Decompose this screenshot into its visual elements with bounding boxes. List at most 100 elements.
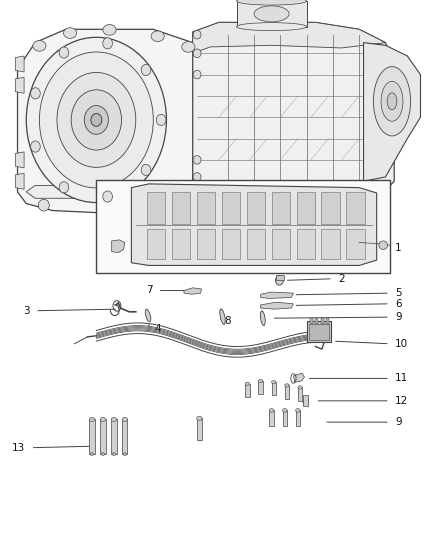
- Ellipse shape: [296, 408, 300, 413]
- Ellipse shape: [285, 384, 289, 387]
- Bar: [100, 419, 106, 454]
- Polygon shape: [293, 373, 304, 382]
- Text: 13: 13: [12, 443, 25, 453]
- Bar: [326, 318, 329, 324]
- Ellipse shape: [276, 276, 283, 285]
- Polygon shape: [261, 292, 293, 298]
- Ellipse shape: [245, 382, 250, 385]
- Ellipse shape: [100, 417, 106, 422]
- Text: 9: 9: [395, 417, 402, 427]
- Text: 6: 6: [395, 299, 402, 309]
- Polygon shape: [18, 29, 210, 214]
- Ellipse shape: [283, 408, 287, 413]
- Polygon shape: [15, 173, 24, 189]
- Text: 3: 3: [23, 306, 30, 316]
- Ellipse shape: [303, 398, 308, 403]
- Bar: [285, 385, 289, 399]
- Bar: [283, 410, 287, 426]
- Polygon shape: [15, 77, 24, 93]
- Ellipse shape: [39, 52, 153, 188]
- Text: 12: 12: [395, 396, 408, 406]
- Bar: [296, 410, 300, 426]
- Ellipse shape: [237, 23, 307, 31]
- Text: 11: 11: [395, 374, 408, 383]
- Polygon shape: [364, 43, 420, 181]
- Bar: [247, 229, 265, 259]
- Text: 8: 8: [224, 317, 231, 326]
- Bar: [111, 419, 117, 454]
- Ellipse shape: [387, 93, 397, 110]
- Bar: [346, 229, 365, 259]
- Polygon shape: [193, 22, 385, 53]
- Polygon shape: [26, 185, 193, 198]
- Polygon shape: [112, 240, 125, 253]
- Polygon shape: [131, 184, 377, 265]
- Bar: [297, 192, 315, 224]
- Bar: [303, 395, 308, 406]
- Polygon shape: [193, 22, 394, 213]
- Ellipse shape: [373, 67, 411, 136]
- Ellipse shape: [148, 199, 159, 211]
- Ellipse shape: [254, 6, 289, 22]
- Bar: [147, 229, 165, 259]
- Ellipse shape: [182, 42, 195, 52]
- Ellipse shape: [193, 30, 201, 39]
- Text: 10: 10: [395, 339, 408, 349]
- Ellipse shape: [151, 31, 164, 42]
- Ellipse shape: [39, 199, 49, 211]
- Text: 7: 7: [146, 286, 152, 295]
- Bar: [222, 192, 240, 224]
- Ellipse shape: [90, 453, 94, 455]
- Ellipse shape: [57, 72, 136, 167]
- Ellipse shape: [123, 453, 127, 455]
- Polygon shape: [261, 302, 293, 309]
- Bar: [309, 324, 328, 340]
- Bar: [276, 275, 284, 280]
- Bar: [122, 419, 127, 454]
- Bar: [172, 229, 190, 259]
- Bar: [272, 229, 290, 259]
- Ellipse shape: [141, 64, 151, 76]
- Bar: [258, 381, 263, 394]
- Ellipse shape: [381, 81, 403, 122]
- Bar: [272, 192, 290, 224]
- Bar: [222, 229, 240, 259]
- Ellipse shape: [379, 241, 388, 249]
- Ellipse shape: [193, 156, 201, 164]
- Ellipse shape: [193, 173, 201, 181]
- Bar: [272, 382, 276, 395]
- Ellipse shape: [261, 311, 265, 326]
- Text: 4: 4: [154, 325, 161, 334]
- Bar: [172, 192, 190, 224]
- Ellipse shape: [71, 90, 121, 150]
- Ellipse shape: [193, 190, 201, 199]
- Bar: [321, 318, 324, 324]
- Ellipse shape: [193, 49, 201, 58]
- Text: 9: 9: [395, 312, 402, 322]
- Text: 1: 1: [395, 243, 402, 253]
- Polygon shape: [15, 56, 24, 72]
- Bar: [297, 229, 315, 259]
- Bar: [315, 318, 318, 324]
- Ellipse shape: [220, 309, 225, 325]
- Bar: [269, 410, 274, 426]
- Ellipse shape: [193, 70, 201, 79]
- Ellipse shape: [103, 191, 113, 202]
- Ellipse shape: [31, 141, 40, 152]
- Ellipse shape: [197, 416, 202, 421]
- Polygon shape: [184, 288, 201, 294]
- Ellipse shape: [156, 115, 166, 126]
- Ellipse shape: [59, 182, 69, 193]
- Bar: [197, 229, 215, 259]
- Ellipse shape: [103, 25, 116, 35]
- Bar: [245, 384, 250, 397]
- Ellipse shape: [89, 417, 95, 422]
- Ellipse shape: [103, 38, 113, 49]
- Bar: [346, 192, 365, 224]
- Ellipse shape: [258, 379, 263, 383]
- Bar: [307, 321, 331, 342]
- Ellipse shape: [101, 453, 105, 455]
- Ellipse shape: [84, 106, 109, 134]
- Bar: [147, 192, 165, 224]
- Bar: [298, 387, 302, 401]
